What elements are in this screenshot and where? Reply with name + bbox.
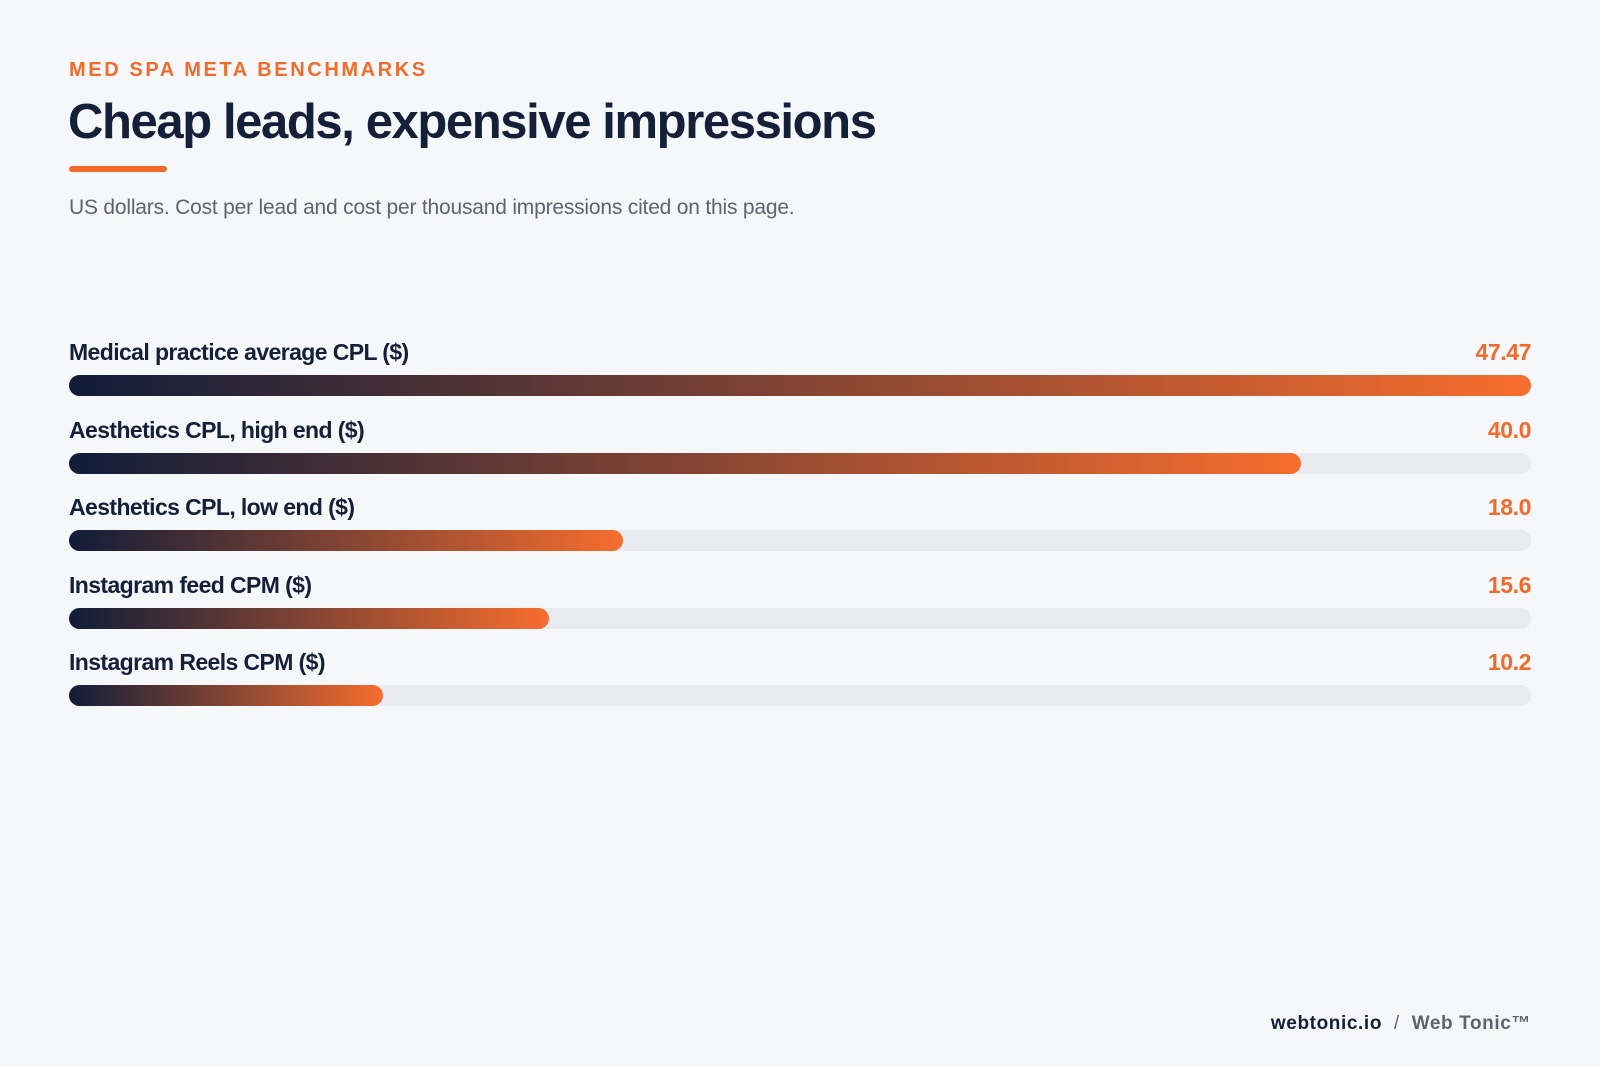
- bar-row: Instagram feed CPM ($) 15.6: [69, 567, 1531, 645]
- bar-track: [69, 375, 1531, 396]
- footer-domain: webtonic.io: [1270, 1013, 1383, 1034]
- page-title: Cheap leads, expensive impressions: [68, 95, 877, 149]
- footer-credit: webtonic.io / Web Tonic™: [1271, 1013, 1531, 1035]
- bar-value-label: 18.0: [1487, 494, 1532, 520]
- bar-track: [69, 607, 1531, 629]
- bar-label: Medical practice average CPL ($): [69, 339, 409, 365]
- bar-row: Medical practice average CPL ($) 47.47: [69, 334, 1531, 412]
- bar-label: Instagram Reels CPM ($): [69, 649, 325, 675]
- title-underline: [69, 166, 167, 172]
- bar-row-header: Instagram feed CPM ($) 15.6: [69, 567, 1531, 607]
- bar-value-label: 10.2: [1487, 649, 1532, 675]
- footer-brand: Web Tonic™: [1411, 1013, 1531, 1034]
- bar-label: Aesthetics CPL, high end ($): [69, 416, 365, 443]
- bar: [69, 452, 1301, 474]
- chart-subtitle: US dollars. Cost per lead and cost per t…: [69, 196, 795, 219]
- bar-value-label: 47.47: [1475, 339, 1531, 365]
- bar: [69, 375, 1531, 396]
- bar-row-header: Aesthetics CPL, high end ($) 40.0: [69, 412, 1531, 452]
- bar: [69, 607, 550, 629]
- bar-row: Aesthetics CPL, high end ($) 40.0: [69, 412, 1531, 490]
- bar-row-header: Instagram Reels CPM ($) 10.2: [69, 644, 1531, 684]
- bar-row-header: Aesthetics CPL, low end ($) 18.0: [69, 489, 1531, 529]
- bar-row: Instagram Reels CPM ($) 10.2: [69, 644, 1531, 722]
- bar-track: [69, 685, 1531, 706]
- bar-label: Aesthetics CPL, low end ($): [69, 494, 355, 520]
- eyebrow-label: MED SPA META BENCHMARKS: [69, 59, 428, 81]
- bar-value-label: 15.6: [1487, 571, 1532, 598]
- footer-separator: /: [1393, 1013, 1400, 1034]
- bar-track: [69, 452, 1531, 474]
- bar-row-header: Medical practice average CPL ($) 47.47: [69, 334, 1531, 374]
- bar-row: Aesthetics CPL, low end ($) 18.0: [69, 489, 1531, 567]
- bar: [69, 685, 384, 706]
- bar-track: [69, 530, 1531, 551]
- bar: [69, 530, 624, 551]
- bar-chart: Medical practice average CPL ($) 47.47 Aes…: [69, 334, 1531, 722]
- bar-value-label: 40.0: [1487, 416, 1532, 443]
- bar-label: Instagram feed CPM ($): [69, 571, 312, 598]
